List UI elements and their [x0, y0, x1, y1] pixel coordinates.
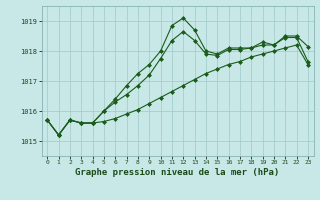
X-axis label: Graphe pression niveau de la mer (hPa): Graphe pression niveau de la mer (hPa) [76, 168, 280, 177]
